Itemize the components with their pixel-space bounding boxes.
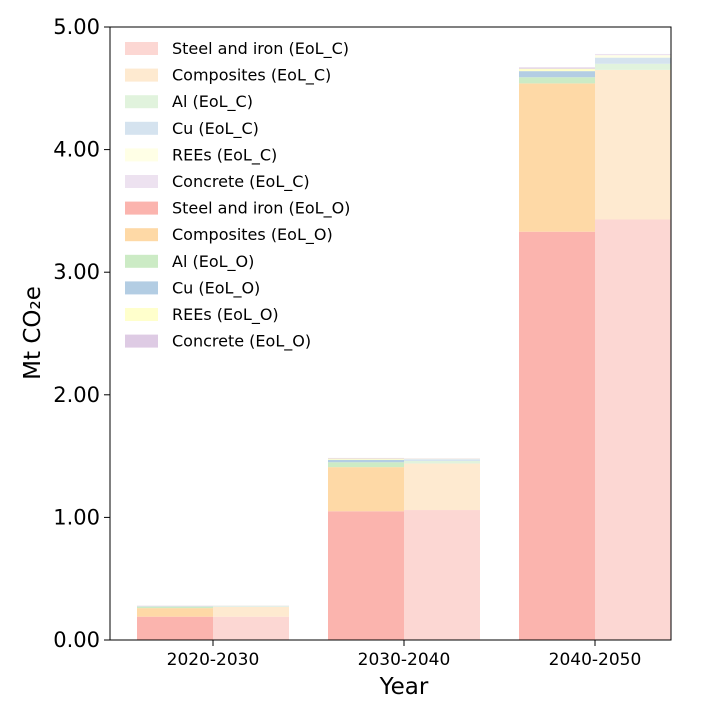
bar-composites-eol-o-2040-2050 xyxy=(519,83,595,232)
y-axis: 0.00 1.00 2.00 3.00 4.00 5.00 xyxy=(53,15,110,652)
bar-steel-and-iron-eol-c-2030-2040 xyxy=(404,510,480,640)
legend-label-al-eol-o: Al (EoL_O) xyxy=(172,252,254,272)
bar-composites-eol-c-2020-2030 xyxy=(213,606,289,617)
y-tick-label: 5.00 xyxy=(53,15,100,39)
y-tick-label: 3.00 xyxy=(53,260,100,284)
legend-swatch-steel-and-iron-eol-o xyxy=(125,201,158,215)
legend-swatch-al-eol-o xyxy=(125,254,158,268)
bars-layer xyxy=(137,53,671,640)
x-axis-title: Year xyxy=(379,674,429,700)
legend-label-cu-eol-o: Cu (EoL_O) xyxy=(172,278,260,298)
bar-steel-and-iron-eol-c-2040-2050 xyxy=(595,219,671,640)
y-tick-label: 0.00 xyxy=(53,628,100,652)
bar-cu-eol-o-2020-2030 xyxy=(137,606,213,607)
legend-swatch-rees-eol-c xyxy=(125,148,158,162)
legend: Steel and iron (EoL_C) Composites (EoL_C)… xyxy=(125,39,350,352)
y-axis-title: Mt CO₂e xyxy=(20,286,46,380)
legend-label-concrete-eol-c: Concrete (EoL_C) xyxy=(172,172,310,192)
bar-concrete-eol-o-2030-2040 xyxy=(328,457,404,459)
bar-steel-and-iron-eol-c-2020-2030 xyxy=(213,616,289,640)
legend-label-concrete-eol-o: Concrete (EoL_O) xyxy=(172,332,311,352)
x-axis: 2020-2030 2030-2040 2040-2050 xyxy=(167,640,642,670)
bar-al-eol-o-2040-2050 xyxy=(519,77,595,84)
bar-concrete-eol-o-2040-2050 xyxy=(519,67,595,69)
bar-rees-eol-o-2030-2040 xyxy=(328,458,404,460)
bar-steel-and-iron-eol-o-2020-2030 xyxy=(137,616,213,640)
bar-al-eol-o-2020-2030 xyxy=(137,606,213,609)
bar-al-eol-c-2030-2040 xyxy=(404,461,480,464)
bar-composites-eol-o-2020-2030 xyxy=(137,608,213,617)
legend-swatch-steel-and-iron-eol-c xyxy=(125,42,158,55)
bar-rees-eol-o-2040-2050 xyxy=(519,68,595,72)
y-tick-label: 1.00 xyxy=(53,505,100,529)
bar-rees-eol-c-2040-2050 xyxy=(595,55,671,58)
legend-label-cu-eol-c: Cu (EoL_C) xyxy=(172,119,259,139)
bar-al-eol-c-2020-2030 xyxy=(213,606,289,607)
y-tick-label: 2.00 xyxy=(53,383,100,407)
x-tick-label: 2020-2030 xyxy=(167,650,260,670)
legend-swatch-al-eol-c xyxy=(125,95,158,109)
legend-swatch-concrete-eol-c xyxy=(125,175,158,188)
bar-cu-eol-o-2030-2040 xyxy=(328,459,404,463)
bar-al-eol-o-2030-2040 xyxy=(328,462,404,468)
legend-swatch-rees-eol-o xyxy=(125,308,158,321)
bar-steel-and-iron-eol-o-2040-2050 xyxy=(519,231,595,640)
legend-label-steel-and-iron-eol-c: Steel and iron (EoL_C) xyxy=(172,39,349,59)
legend-label-al-eol-c: Al (EoL_C) xyxy=(172,92,253,112)
bar-cu-eol-o-2040-2050 xyxy=(519,71,595,78)
legend-swatch-composites-eol-c xyxy=(125,68,158,82)
plot-frame xyxy=(109,26,672,641)
legend-label-composites-eol-c: Composites (EoL_C) xyxy=(172,66,331,86)
bar-composites-eol-c-2040-2050 xyxy=(595,69,671,220)
x-tick-label: 2040-2050 xyxy=(549,650,642,670)
legend-swatch-composites-eol-o xyxy=(125,228,158,242)
legend-label-composites-eol-o: Composites (EoL_O) xyxy=(172,225,333,245)
legend-label-rees-eol-c: REEs (EoL_C) xyxy=(172,145,277,165)
legend-label-rees-eol-o: REEs (EoL_O) xyxy=(172,305,279,325)
bar-steel-and-iron-eol-o-2030-2040 xyxy=(328,511,404,640)
bar-al-eol-c-2040-2050 xyxy=(595,63,671,70)
legend-swatch-cu-eol-o xyxy=(125,281,158,295)
bar-composites-eol-c-2030-2040 xyxy=(404,463,480,511)
bar-rees-eol-c-2030-2040 xyxy=(404,458,480,460)
legend-swatch-cu-eol-c xyxy=(125,121,158,135)
bar-composites-eol-o-2030-2040 xyxy=(328,467,404,512)
legend-swatch-concrete-eol-o xyxy=(125,334,158,348)
bar-cu-eol-c-2030-2040 xyxy=(404,459,480,462)
y-tick-label: 4.00 xyxy=(53,138,100,162)
bar-cu-eol-c-2040-2050 xyxy=(595,57,671,64)
bar-concrete-eol-c-2040-2050 xyxy=(595,53,671,56)
x-tick-label: 2030-2040 xyxy=(358,650,451,670)
legend-label-steel-and-iron-eol-o: Steel and iron (EoL_O) xyxy=(172,199,350,219)
